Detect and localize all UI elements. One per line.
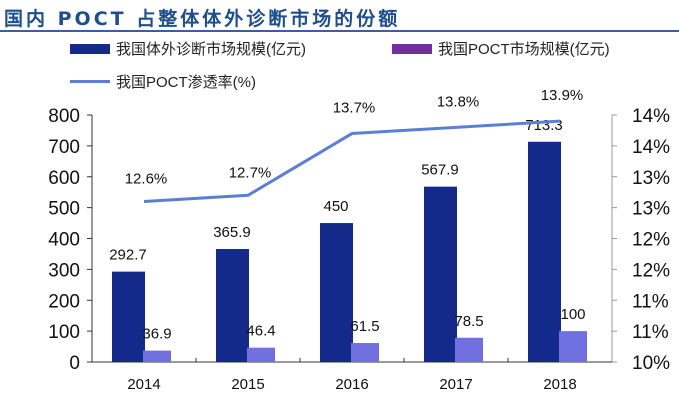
legend-item-poct: 我国POCT市场规模(亿元): [392, 38, 610, 59]
right-tick-label: 11%: [632, 322, 669, 343]
right-tick-label: 14%: [632, 106, 670, 127]
x-tick-label: 2015: [231, 376, 264, 393]
right-tick-label: 12%: [632, 260, 670, 281]
right-tick-label: 14%: [632, 137, 670, 158]
left-tick-label: 300: [48, 260, 80, 281]
bar-ivd: [216, 249, 249, 362]
left-tick-label: 400: [48, 230, 80, 251]
x-tick-label: 2017: [439, 376, 472, 393]
bar-label-ivd: 450: [323, 198, 348, 215]
left-tick-label: 200: [48, 291, 80, 312]
rate-label: 13.8%: [437, 93, 480, 110]
left-tick-label: 700: [48, 137, 80, 158]
right-tick-label: 11%: [632, 291, 669, 312]
legend-swatch: [70, 43, 110, 54]
x-tick-label: 2016: [335, 376, 368, 393]
bar-label-ivd: 567.9: [421, 162, 459, 179]
bar-ivd: [112, 271, 145, 362]
left-tick-label: 600: [48, 168, 80, 189]
legend-item-ivd: 我国体外诊断市场规模(亿元): [70, 38, 306, 59]
left-tick-label: 0: [69, 353, 80, 374]
rate-label: 12.7%: [229, 164, 272, 181]
title-divider: [0, 30, 679, 32]
bar-poct: [247, 347, 275, 362]
right-tick-label: 13%: [632, 199, 670, 220]
x-tick-label: 2018: [543, 376, 576, 393]
right-tick-label: 13%: [632, 168, 670, 189]
rate-line: [143, 119, 561, 203]
left-tick-label: 500: [48, 199, 80, 220]
left-tick-label: 800: [48, 106, 80, 127]
bar-label-ivd: 713.3: [525, 117, 563, 134]
x-tick-label: 2014: [127, 376, 160, 393]
right-tick-label: 10%: [632, 353, 670, 374]
bar-label-ivd: 292.7: [109, 247, 147, 264]
legend-swatch: [392, 43, 432, 54]
bar-poct: [143, 350, 171, 362]
bar-label-ivd: 365.9: [213, 224, 251, 241]
legend-swatch: [70, 80, 110, 83]
legend-label: 我国体外诊断市场规模(亿元): [116, 41, 306, 58]
bar-ivd: [424, 186, 457, 362]
rate-label: 12.6%: [125, 170, 168, 187]
bar-label-poct: 36.9: [142, 326, 171, 343]
bar-label-poct: 46.4: [246, 323, 275, 340]
legend-item-rate: 我国POCT渗透率(%): [70, 71, 256, 92]
rate-label: 13.9%: [541, 87, 584, 104]
right-tick-label: 12%: [632, 230, 670, 251]
bar-poct: [351, 343, 379, 362]
legend-label: 我国POCT市场规模(亿元): [438, 41, 610, 58]
left-tick-label: 100: [48, 322, 80, 343]
chart-title: 国内 POCT 占整体体外诊断市场的份额: [4, 8, 401, 30]
bar-label-poct: 78.5: [454, 313, 483, 330]
rate-label: 13.7%: [333, 100, 376, 117]
bar-poct: [559, 331, 587, 362]
bar-ivd: [528, 141, 561, 362]
bar-poct: [455, 337, 483, 362]
bar-label-poct: 100: [560, 306, 585, 323]
bar-ivd: [320, 223, 353, 362]
legend-label: 我国POCT渗透率(%): [116, 74, 256, 91]
bar-label-poct: 61.5: [350, 318, 379, 335]
